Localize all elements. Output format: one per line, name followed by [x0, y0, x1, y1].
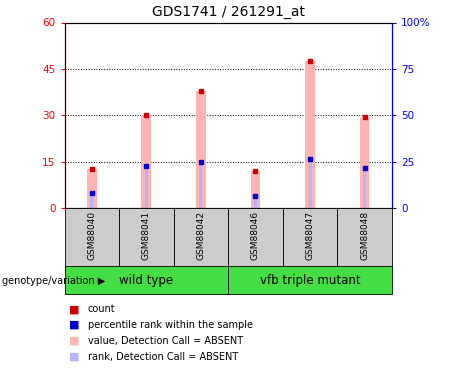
Text: wild type: wild type — [119, 274, 173, 287]
Bar — [337, 208, 392, 268]
Bar — [87, 170, 97, 208]
Text: GSM88046: GSM88046 — [251, 211, 260, 260]
Bar — [228, 266, 392, 294]
Bar — [251, 171, 260, 208]
Bar — [119, 208, 174, 268]
Text: GSM88047: GSM88047 — [306, 211, 314, 260]
Bar — [174, 208, 228, 268]
Text: GSM88042: GSM88042 — [196, 211, 206, 260]
Bar — [283, 208, 337, 268]
Text: percentile rank within the sample: percentile rank within the sample — [88, 320, 253, 330]
Text: vfb triple mutant: vfb triple mutant — [260, 274, 361, 287]
Bar — [308, 159, 312, 208]
Bar — [254, 196, 257, 208]
Text: genotype/variation ▶: genotype/variation ▶ — [2, 276, 106, 285]
Bar — [200, 162, 202, 208]
Bar — [228, 208, 283, 268]
Bar — [142, 116, 151, 208]
Text: ■: ■ — [69, 320, 80, 330]
Text: rank, Detection Call = ABSENT: rank, Detection Call = ABSENT — [88, 352, 238, 362]
Title: GDS1741 / 261291_at: GDS1741 / 261291_at — [152, 5, 305, 19]
Bar — [65, 208, 119, 268]
Text: ■: ■ — [69, 336, 80, 346]
Bar — [196, 91, 206, 208]
Bar — [360, 117, 369, 208]
Bar — [305, 61, 315, 208]
Text: value, Detection Call = ABSENT: value, Detection Call = ABSENT — [88, 336, 242, 346]
Text: ■: ■ — [69, 352, 80, 362]
Text: count: count — [88, 304, 115, 314]
Text: GSM88048: GSM88048 — [360, 211, 369, 260]
Bar — [65, 266, 228, 294]
Text: ■: ■ — [69, 304, 80, 314]
Bar — [145, 166, 148, 208]
Text: GSM88041: GSM88041 — [142, 211, 151, 260]
Text: GSM88040: GSM88040 — [87, 211, 96, 260]
Bar — [90, 193, 93, 208]
Bar — [363, 168, 366, 208]
